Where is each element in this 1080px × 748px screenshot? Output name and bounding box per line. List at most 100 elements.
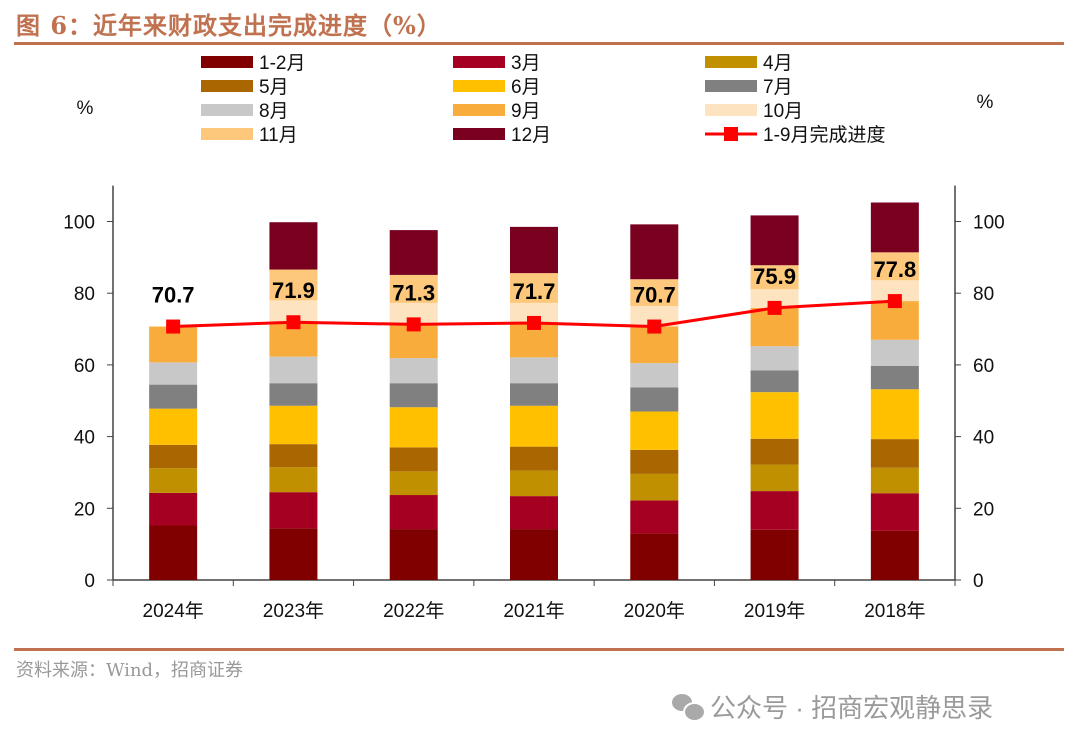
- legend-swatch: [201, 128, 253, 140]
- progress-data-label: 70.7: [633, 283, 676, 308]
- right-tick-label: 20: [973, 499, 994, 520]
- progress-data-label: 71.3: [392, 280, 435, 305]
- bar-segment-5月: [870, 439, 919, 468]
- bar-segment-10月: [389, 302, 438, 325]
- progress-marker: [527, 315, 541, 330]
- x-tick-label: 2022年: [383, 600, 444, 622]
- bar-segment-11月: [269, 269, 318, 301]
- bar-segment-1-2月: [389, 529, 438, 580]
- progress-data-label: 71.9: [272, 278, 315, 303]
- bar-segment-4月: [630, 473, 679, 501]
- left-tick-label: 80: [74, 284, 95, 305]
- bar-segment-5月: [510, 446, 558, 471]
- figure-title: 图 6：近年来财政支出完成进度（%）: [16, 11, 442, 40]
- right-tick-label: 0: [973, 571, 984, 592]
- bar-segment-1-2月: [630, 533, 679, 580]
- bar-segment-3月: [269, 492, 318, 529]
- bar-segment-4月: [870, 467, 919, 494]
- legend-swatch: [201, 56, 253, 68]
- bar-segment-7月: [870, 365, 919, 390]
- legend-label: 12月: [511, 125, 551, 146]
- right-tick-label: 40: [973, 428, 994, 449]
- bar-segment-6月: [750, 392, 799, 439]
- bar-segment-8月: [870, 339, 919, 366]
- bar-segment-1-2月: [870, 530, 919, 580]
- legend-item-8月: 8月: [201, 101, 289, 122]
- legend-swatch: [453, 128, 505, 140]
- bar-segment-1-2月: [269, 528, 318, 580]
- bar-segment-10月: [269, 300, 318, 323]
- bar-segment-12月: [630, 224, 679, 280]
- left-tick-label: 20: [74, 499, 95, 520]
- x-tick-label: 2018年: [864, 600, 925, 622]
- legend-label: 3月: [511, 53, 541, 74]
- legend-item-9月: 9月: [453, 101, 541, 122]
- bar-segment-7月: [750, 370, 799, 393]
- left-tick-label: 60: [74, 356, 95, 377]
- bar-segment-4月: [269, 467, 318, 493]
- bar-segment-12月: [269, 222, 318, 270]
- x-tick-label: 2024年: [143, 600, 204, 622]
- bar-segment-8月: [510, 357, 558, 384]
- legend-swatch: [201, 104, 253, 116]
- bar-segment-7月: [149, 384, 198, 409]
- bar-segment-1-2月: [750, 529, 799, 580]
- legend-item-5月: 5月: [201, 77, 289, 98]
- bar-segment-8月: [389, 358, 438, 384]
- footer-divider: [14, 648, 1064, 651]
- bar-segment-6月: [510, 405, 558, 447]
- bar-segment-8月: [269, 356, 318, 384]
- bar-segment-3月: [630, 500, 679, 534]
- bar-segment-12月: [750, 215, 799, 266]
- progress-data-label: 71.7: [513, 279, 556, 304]
- bar-segment-5月: [269, 444, 318, 468]
- legend-item-11月: 11月: [201, 125, 298, 146]
- progress-data-label: 70.7: [152, 283, 195, 308]
- legend-item-10月: 10月: [705, 101, 803, 122]
- legend-swatch: [453, 56, 505, 68]
- watermark: 公众号 · 招商宏观静思录: [672, 688, 993, 725]
- bar-segment-3月: [510, 496, 558, 530]
- bar-segment-6月: [389, 407, 438, 448]
- progress-marker: [887, 294, 902, 309]
- legend-item-line: 1-9月完成进度: [705, 124, 885, 146]
- bar-segment-5月: [750, 438, 799, 465]
- legend-label: 4月: [763, 53, 793, 74]
- progress-marker: [166, 319, 181, 334]
- bar-segment-5月: [630, 449, 679, 474]
- bar-segment-7月: [510, 383, 558, 406]
- progress-marker: [286, 315, 301, 330]
- bar-segment-8月: [750, 346, 799, 371]
- legend-item-4月: 4月: [705, 53, 793, 74]
- progress-marker: [767, 300, 782, 315]
- legend-item-12月: 12月: [453, 125, 551, 146]
- bar-segment-7月: [389, 383, 438, 408]
- bar-segment-10月: [630, 306, 679, 327]
- legend-marker: [724, 127, 738, 141]
- right-axis-unit: %: [977, 92, 994, 113]
- bar-segment-10月: [510, 302, 558, 323]
- legend-item-3月: 3月: [453, 53, 541, 74]
- bar-segment-5月: [389, 447, 438, 472]
- bar-segment-11月: [389, 274, 438, 303]
- bar-segment-4月: [510, 470, 558, 497]
- bar-segment-3月: [149, 492, 198, 526]
- bar-segment-11月: [870, 252, 919, 281]
- left-tick-label: 100: [63, 213, 95, 234]
- bar-segment-11月: [510, 273, 558, 303]
- chart: 0 0 20 20 40 40 60 60 80 80 100 100% % 2024年 2023年 2022…: [63, 53, 1004, 622]
- source-note: 资料来源：Wind，招商证券: [16, 660, 244, 681]
- bar-segment-12月: [870, 202, 919, 253]
- legend-label: 5月: [259, 77, 289, 98]
- bar-segment-12月: [510, 226, 558, 274]
- legend-item-7月: 7月: [705, 77, 793, 98]
- bar-segment-12月: [389, 230, 438, 275]
- wechat-icon: [672, 693, 706, 722]
- progress-marker: [406, 317, 421, 332]
- right-tick-label: 80: [973, 284, 994, 305]
- legend-label: 6月: [511, 77, 541, 98]
- legend-label: 1-9月完成进度: [763, 124, 885, 146]
- legend-label: 1-2月: [259, 53, 305, 74]
- bar-segment-8月: [630, 363, 679, 388]
